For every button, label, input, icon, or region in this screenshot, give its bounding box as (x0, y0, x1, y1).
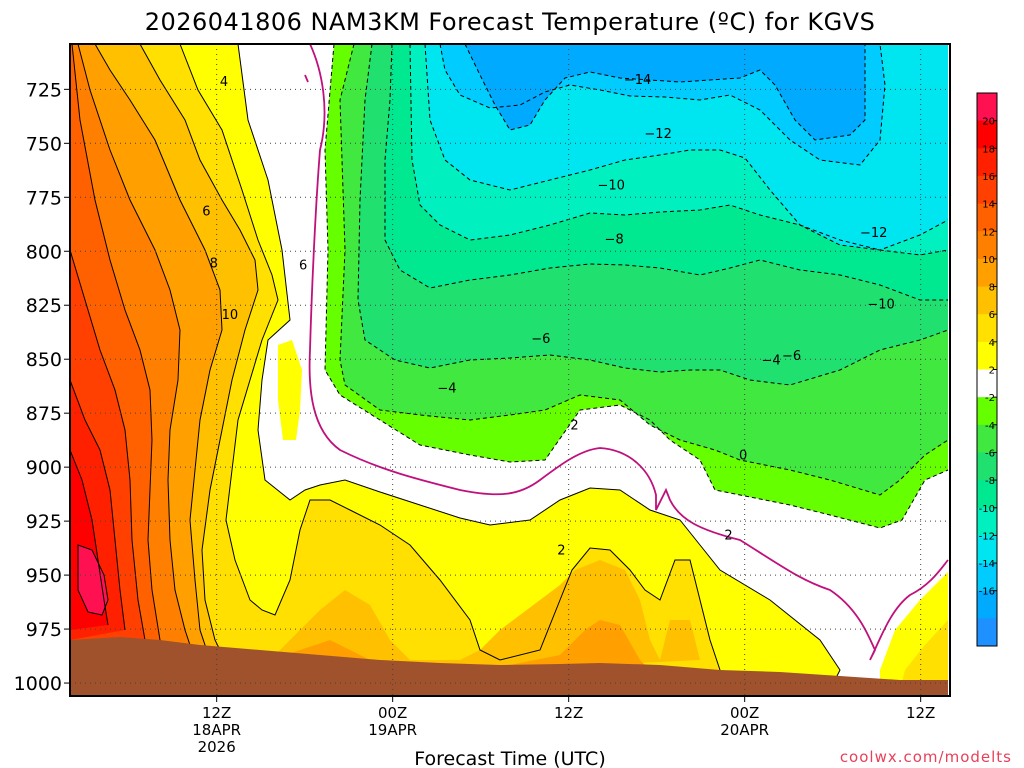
contour-label: −12 (860, 226, 887, 241)
contour-label: 10 (222, 308, 239, 323)
contour-label: 2 (557, 544, 565, 559)
colorbar-label: -2 (985, 393, 995, 404)
colorbar-swatch (977, 175, 997, 205)
y-tick-label: 850 (26, 349, 62, 371)
contour-label: −14 (624, 73, 651, 88)
colorbar-label: 8 (989, 283, 995, 294)
warm-region-plus2 (70, 44, 840, 690)
contour-label: 4 (220, 75, 228, 90)
colorbar-swatch (977, 258, 997, 288)
y-tick-label: 725 (26, 79, 62, 101)
contour-label: 6 (299, 259, 307, 274)
colorbar-swatch (977, 590, 997, 619)
warm-contour-lines (69, 43, 841, 691)
y-tick-label: 950 (26, 565, 62, 587)
colorbar-label: 12 (982, 227, 995, 238)
colorbar-swatch (977, 535, 997, 564)
x-tick-label: 12Z (554, 704, 583, 722)
contour-label: −4 (437, 382, 456, 397)
colorbar-swatch (977, 341, 997, 370)
y-tick-label: 800 (26, 241, 62, 263)
credit-link[interactable]: coolwx.com/modelts (840, 748, 1012, 766)
contour-label: 2 (570, 418, 578, 433)
contour-label: 6 (202, 205, 210, 220)
x-tick-label: 00Z (378, 704, 407, 722)
y-tick-label: 750 (26, 133, 62, 155)
colorbar-swatch (977, 618, 997, 647)
colorbar-label: -10 (979, 504, 995, 515)
cold-contour-lines (324, 43, 949, 529)
colorbar-swatch (977, 397, 997, 426)
colorbar-swatch (977, 424, 997, 453)
colorbar-label: -6 (985, 448, 995, 459)
contour-label: −10 (867, 297, 894, 312)
y-axis: 725 750 775 800 825 850 875 900 925 950 975 1000 (14, 79, 70, 695)
contour-label: 0 (739, 449, 747, 464)
contour-label: 8 (210, 256, 218, 271)
y-tick-label: 900 (26, 457, 62, 479)
colorbar-label: 2 (989, 366, 995, 377)
x-tick-label: 00Z (730, 704, 759, 722)
warm-island-plus2 (278, 340, 302, 440)
colorbar-swatch (977, 286, 997, 315)
colorbar-label: 18 (982, 144, 995, 155)
zero-degree-isotherm (304, 43, 949, 661)
x-axis-label: Forecast Time (UTC) (414, 748, 605, 768)
x-tick-label: 20APR (720, 721, 769, 739)
colorbar-label: -16 (979, 587, 995, 598)
warm-region-plus4-right (900, 620, 948, 690)
y-tick-label: 975 (26, 619, 62, 641)
contour-label: −8 (605, 233, 624, 248)
colorbar-swatch (977, 563, 997, 592)
contour-label: 2 (724, 528, 732, 543)
plot-frame (69, 43, 951, 697)
colorbar-swatch (977, 480, 997, 509)
y-tick-label: 775 (26, 187, 62, 209)
colorbar-swatch (977, 93, 997, 122)
colorbar-label: -14 (979, 559, 995, 570)
y-tick-label: 925 (26, 511, 62, 533)
colorbar-swatch (977, 148, 997, 177)
x-tick-label: 2026 (198, 738, 236, 756)
x-tick-label: 12Z (906, 704, 935, 722)
ground-surface (70, 637, 948, 696)
y-tick-label: 1000 (14, 673, 62, 695)
contour-label: −6 (782, 349, 801, 364)
colorbar-swatch (977, 120, 997, 149)
contour-label: −10 (597, 179, 624, 194)
x-tick-label: 19APR (368, 721, 417, 739)
y-tick-label: 875 (26, 403, 62, 425)
colorbar-label: -4 (985, 421, 995, 432)
colorbar-label: 14 (982, 200, 995, 211)
contour-label: −4 (761, 354, 780, 369)
colorbar-label: 6 (989, 310, 995, 321)
contour-label: −12 (644, 127, 671, 142)
colorbar-swatch (977, 314, 997, 343)
colorbar-swatch (977, 369, 997, 398)
chart-title: 2026041806 NAM3KM Forecast Temperature (… (145, 8, 876, 36)
colorbar-swatch (977, 452, 997, 481)
colorbar-label: -12 (979, 531, 995, 542)
contour-label: −6 (531, 332, 550, 347)
y-tick-label: 825 (26, 295, 62, 317)
colorbar-swatch (977, 231, 997, 260)
cold-region-minus16 (465, 44, 865, 140)
colorbar-swatch (977, 507, 997, 536)
colorbar-label: 4 (989, 338, 995, 349)
x-tick-label: 18APR (192, 721, 241, 739)
x-tick-label: 12Z (202, 704, 231, 722)
warm-region-plus20 (78, 545, 108, 615)
colorbar-label: 16 (982, 172, 995, 183)
colorbar-label: 20 (982, 117, 995, 128)
colorbar-label: 10 (982, 255, 995, 266)
colorbar-swatch (977, 203, 997, 232)
colorbar: 20 18 16 14 12 10 8 6 4 2 -2 -4 -6 -8 -10 -12 -14 -16 (976, 92, 998, 647)
grid-lines (70, 44, 950, 696)
colorbar-label: -8 (985, 476, 995, 487)
warm-region-plus4 (70, 44, 720, 690)
plot-area (69, 43, 950, 696)
